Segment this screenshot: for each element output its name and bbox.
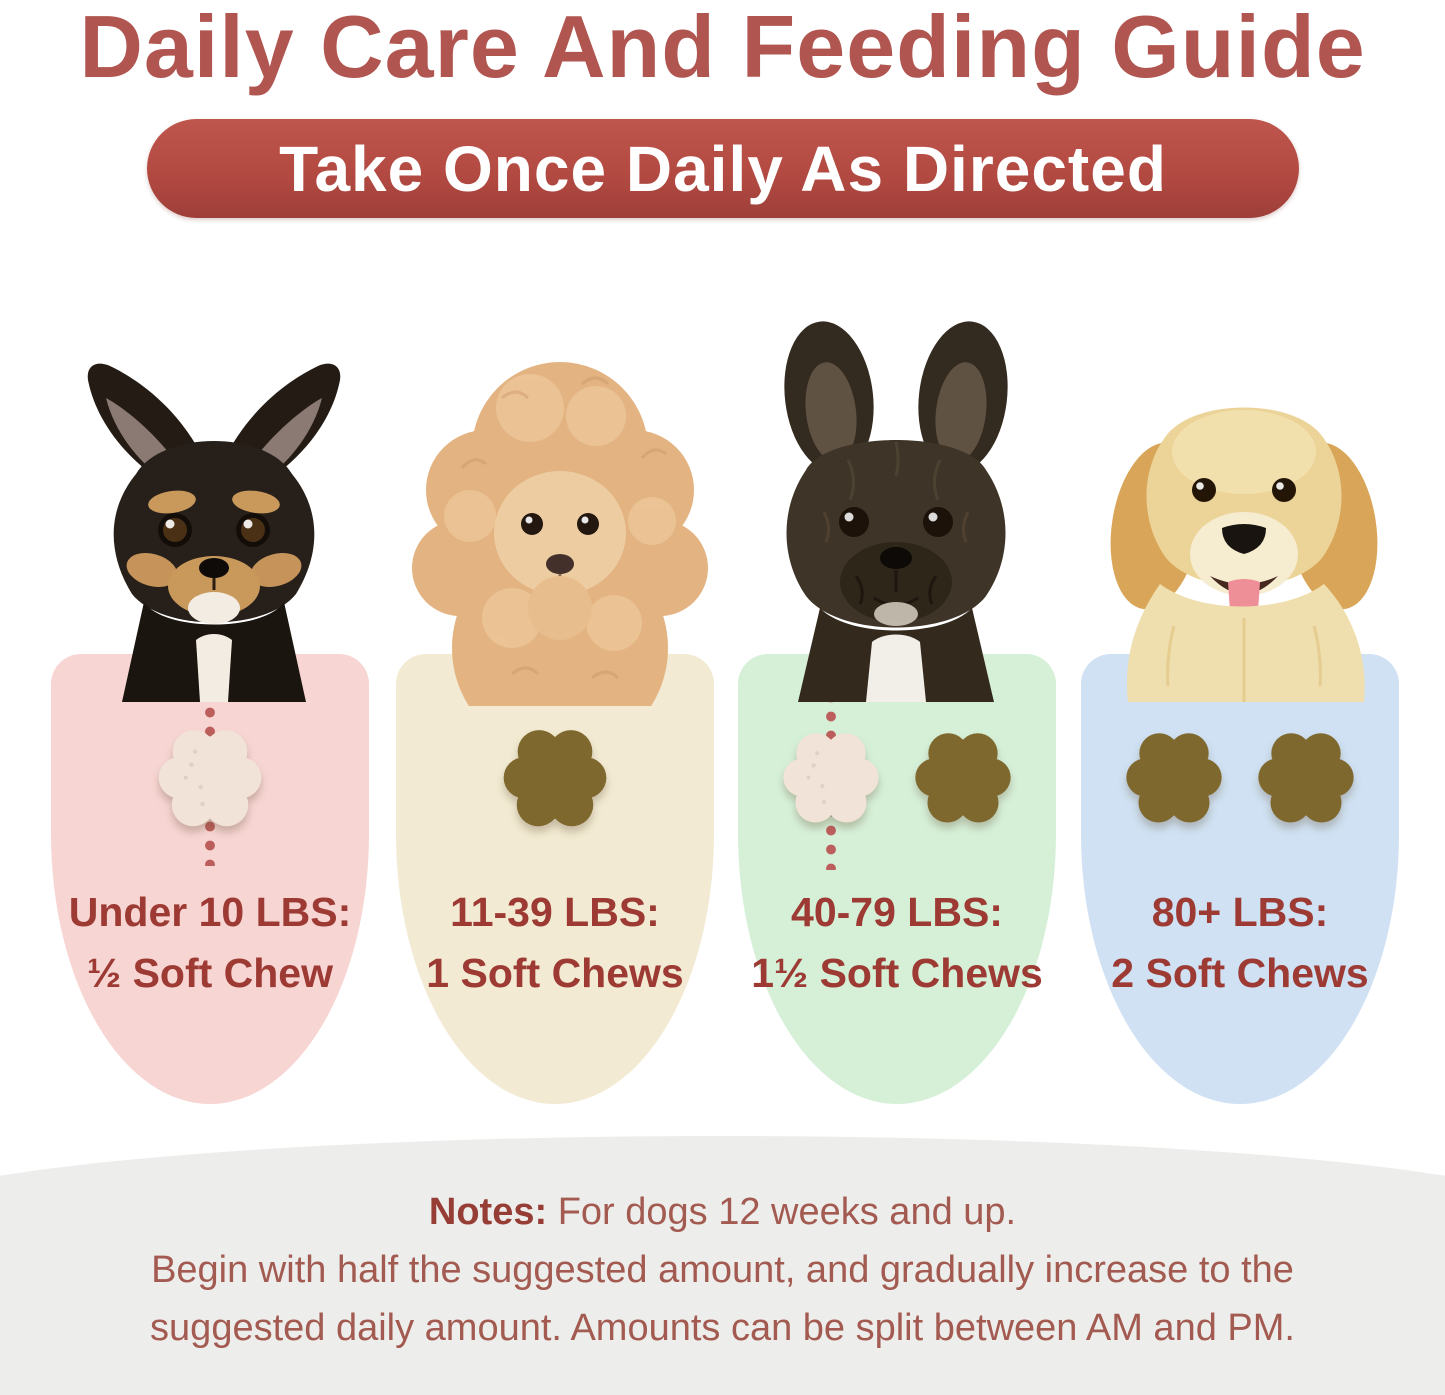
weight-label: 40-79 LBS: bbox=[791, 889, 1003, 935]
dose-label: 1 Soft Chews bbox=[426, 950, 684, 996]
half-chew-wrap bbox=[146, 684, 274, 866]
chew-row bbox=[1081, 718, 1399, 830]
weight-label: 11-39 LBS: bbox=[450, 889, 660, 935]
notes-section-background bbox=[0, 1136, 1445, 1395]
chihuahua-photo bbox=[87, 363, 341, 702]
weight-card-under-10-lbs: Under 10 LBS: ½ Soft Chew bbox=[51, 654, 369, 1104]
notes-line-2: Begin with half the suggested amount, an… bbox=[151, 1249, 1294, 1291]
weight-label: Under 10 LBS: bbox=[68, 889, 352, 935]
page-title: Daily Care And Feeding Guide bbox=[79, 0, 1366, 96]
chew-row bbox=[51, 684, 369, 866]
toy-poodle-photo bbox=[412, 362, 708, 706]
chew-row bbox=[738, 688, 1056, 870]
full-chew-wrap bbox=[1115, 722, 1233, 826]
chew-row bbox=[396, 718, 714, 830]
notes-line-1-text: For dogs 12 weeks and up. bbox=[547, 1191, 1017, 1233]
dose-text: 80+ LBS: 2 Soft Chews bbox=[1081, 882, 1399, 1004]
soft-chew-icon bbox=[1126, 733, 1222, 823]
weight-card-80-plus-lbs: 80+ LBS: 2 Soft Chews bbox=[1081, 654, 1399, 1104]
weight-card-11-39-lbs: 11-39 LBS: 1 Soft Chews bbox=[396, 654, 714, 1104]
soft-chew-icon bbox=[915, 733, 1011, 823]
notes-label: Notes: bbox=[428, 1191, 548, 1233]
weight-label: 80+ LBS: bbox=[1151, 889, 1329, 935]
dose-label: 2 Soft Chews bbox=[1111, 950, 1369, 996]
notes-section: Notes: For dogs 12 weeks and up. Begin w… bbox=[0, 1183, 1445, 1357]
half-chew-wrap bbox=[772, 688, 890, 870]
soft-chew-icon bbox=[503, 730, 607, 827]
full-chew-wrap bbox=[904, 722, 1022, 826]
full-chew-wrap bbox=[1247, 722, 1365, 826]
dose-text: Under 10 LBS: ½ Soft Chew bbox=[51, 882, 369, 1004]
notes-line-3: suggested daily amount. Amounts can be s… bbox=[150, 1307, 1295, 1349]
soft-chew-icon bbox=[1258, 733, 1354, 823]
half-soft-chew-icon bbox=[158, 730, 262, 827]
half-soft-chew-icon bbox=[783, 733, 879, 823]
dose-text: 40-79 LBS: 1½ Soft Chews bbox=[738, 882, 1056, 1004]
full-chew-wrap bbox=[491, 718, 619, 830]
golden-retriever-photo bbox=[1110, 407, 1378, 702]
notes-line-1: Notes: For dogs 12 weeks and up. bbox=[0, 1183, 1445, 1241]
weight-card-40-79-lbs: 40-79 LBS: 1½ Soft Chews bbox=[738, 654, 1056, 1104]
dose-label: ½ Soft Chew bbox=[86, 950, 334, 996]
french-bulldog-photo bbox=[784, 321, 1008, 702]
dosage-banner: Take Once Daily As Directed bbox=[147, 119, 1299, 218]
dose-text: 11-39 LBS: 1 Soft Chews bbox=[396, 882, 714, 1004]
dose-label: 1½ Soft Chews bbox=[751, 950, 1043, 996]
dosage-banner-label: Take Once Daily As Directed bbox=[279, 132, 1167, 205]
